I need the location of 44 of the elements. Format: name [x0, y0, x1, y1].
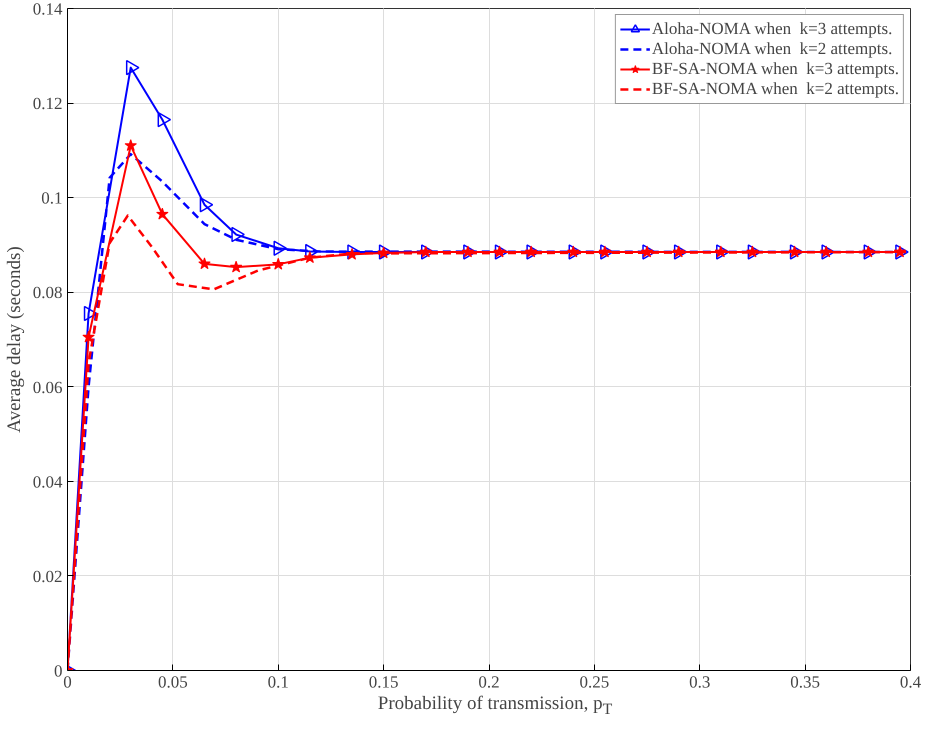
y-tick-label: 0.06	[32, 378, 62, 397]
point	[84, 306, 98, 322]
y-tick-label: 0.1	[41, 188, 62, 208]
y-tick-label: 0.12	[32, 94, 62, 114]
point	[462, 246, 474, 258]
y-axis-title: Average delay (seconds)	[4, 246, 25, 433]
point	[674, 244, 688, 260]
y-tick-label: 0.14	[32, 0, 63, 18]
point	[526, 244, 540, 260]
point	[126, 60, 140, 76]
x-tick-label: 0.3	[689, 672, 710, 692]
y-tick-label: 0.08	[32, 283, 62, 302]
point	[494, 244, 508, 260]
point	[600, 244, 614, 260]
point	[273, 240, 288, 256]
point	[463, 244, 477, 260]
point	[231, 226, 245, 242]
legend-label: BF-SA-NOMA when k=2 attempts.	[652, 79, 899, 99]
point	[790, 244, 804, 260]
point	[420, 244, 435, 260]
y-tick-label: 0.04	[32, 472, 63, 492]
x-tick-label: 0.35	[790, 672, 820, 692]
x-tick-label: 0.1	[268, 672, 289, 692]
point	[748, 244, 762, 260]
point	[642, 244, 656, 260]
legend-label: Aloha-NOMA when k=3 attempts.	[652, 19, 892, 39]
point	[524, 246, 538, 258]
point	[716, 244, 730, 260]
x-tick-label: 0.4	[900, 672, 922, 692]
x-tick-label: 0.25	[580, 672, 610, 692]
point	[640, 246, 654, 258]
point	[568, 244, 582, 260]
point	[158, 112, 172, 128]
x-tick-label: 0.05	[158, 672, 188, 692]
y-tick-label: 0.02	[32, 566, 62, 586]
point	[746, 246, 759, 258]
legend-label: BF-SA-NOMA when k=3 attempts.	[652, 59, 899, 79]
point	[200, 196, 214, 212]
x-tick-label: 0.2	[478, 672, 500, 692]
point	[347, 244, 361, 260]
point	[378, 244, 392, 260]
legend-label: Aloha-NOMA when k=2 attempts.	[652, 39, 892, 59]
x-axis-title: Probability of transmission, p$_{T}$	[376, 692, 614, 720]
x-tick-label: 0.15	[368, 672, 398, 692]
